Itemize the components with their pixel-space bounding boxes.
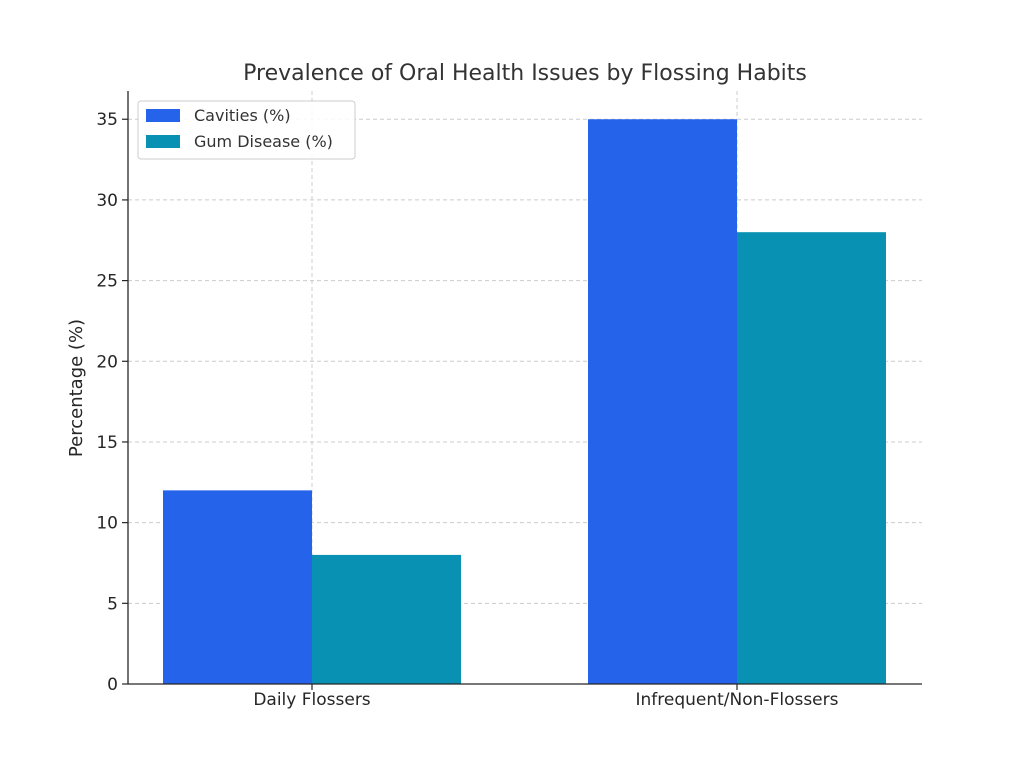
x-tick-label: Daily Flossers [253,690,370,710]
legend: Cavities (%) Gum Disease (%) [137,100,356,160]
legend-box [137,100,356,160]
y-tick-label: 30 [96,191,118,211]
y-tick-label: 15 [96,433,118,453]
y-tick-label: 35 [96,110,118,130]
y-tick-label: 20 [96,352,118,372]
axes: 0 5 10 15 20 25 30 35 Daily Flossers Infrequent/N… [96,91,922,710]
legend-label: Gum Disease (%) [194,132,333,151]
bar-cavities-infrequent [588,119,737,684]
legend-swatch [146,135,180,148]
legend-label: Cavities (%) [194,106,291,125]
y-tick-label: 10 [96,514,118,534]
chart-title: Prevalence of Oral Health Issues by Flos… [243,61,807,86]
y-tick-label: 0 [107,675,118,695]
bars [163,119,886,684]
x-tick-label: Infrequent/Non-Flossers [636,690,839,710]
y-axis-label: Percentage (%) [66,319,87,457]
bar-gum-disease-daily [312,554,461,684]
legend-swatch [146,109,180,122]
y-tick-label: 5 [107,594,118,614]
y-tick-label: 25 [96,272,118,292]
bar-cavities-daily [163,490,312,684]
bar-gum-disease-infrequent [737,232,886,684]
